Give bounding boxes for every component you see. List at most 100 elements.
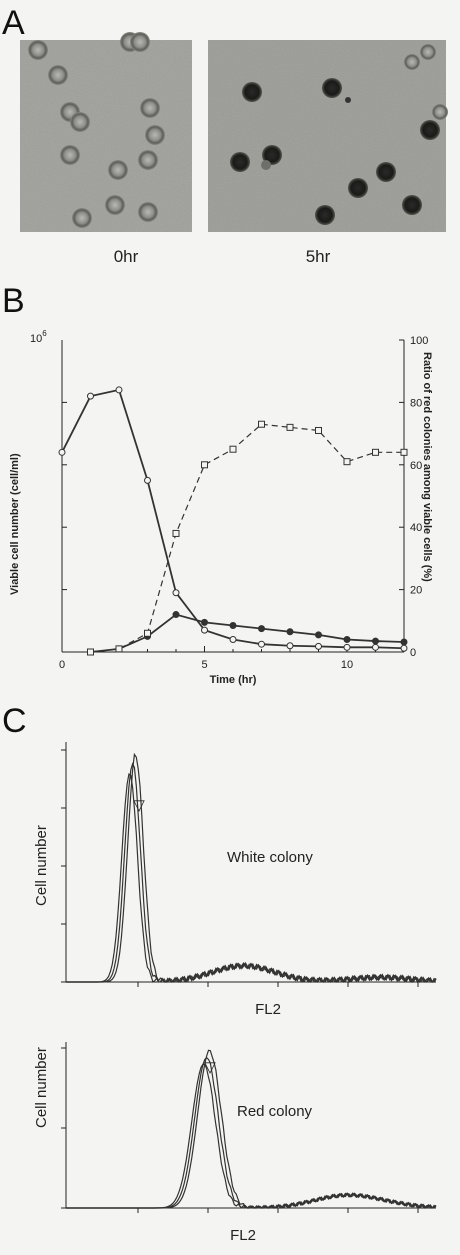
hist-white-x-label: FL2 bbox=[255, 1001, 281, 1018]
cell bbox=[60, 145, 80, 165]
data-point bbox=[201, 461, 208, 469]
cell bbox=[145, 125, 165, 145]
x-tick-label: 0 bbox=[59, 659, 65, 671]
y-right-tick-label: 20 bbox=[410, 585, 422, 597]
cell bbox=[130, 32, 150, 52]
series-line-0 bbox=[61, 388, 405, 650]
cell bbox=[262, 145, 282, 165]
cell bbox=[376, 162, 396, 182]
data-point bbox=[201, 618, 208, 626]
y-right-axis-label: Ratio of red colonies among viable cells… bbox=[421, 352, 433, 582]
data-point bbox=[258, 420, 265, 428]
hist-red-x-label: FL2 bbox=[230, 1227, 256, 1244]
data-point bbox=[315, 631, 322, 639]
data-point bbox=[87, 648, 94, 656]
hist-white-peak-marker: ▽ bbox=[133, 797, 145, 814]
hist-white-annotation: White colony bbox=[227, 849, 313, 866]
y-right-tick-label: 0 bbox=[410, 647, 416, 659]
histogram-curve bbox=[66, 1056, 437, 1209]
histogram-curve bbox=[66, 1063, 437, 1209]
data-point bbox=[286, 628, 294, 636]
data-point bbox=[400, 638, 408, 646]
y-right-tick-label: 100 bbox=[410, 335, 428, 347]
hist-red-y-label: Cell number bbox=[33, 1047, 50, 1128]
cell bbox=[108, 160, 128, 180]
panel-letter-b: B bbox=[2, 282, 25, 320]
histogram-curve bbox=[66, 762, 437, 984]
histogram-curve bbox=[66, 752, 437, 984]
cell bbox=[420, 120, 440, 140]
data-point bbox=[229, 636, 237, 644]
data-point bbox=[172, 529, 180, 537]
data-point bbox=[229, 445, 237, 453]
cell bbox=[315, 205, 335, 225]
data-point bbox=[229, 621, 237, 629]
data-point bbox=[400, 448, 408, 456]
histogram-red: Cell number FL2 Red colony ▽ bbox=[33, 1042, 437, 1244]
cell bbox=[402, 195, 422, 215]
x-axis-label: Time (hr) bbox=[210, 674, 257, 686]
histogram-curve bbox=[66, 1049, 437, 1209]
cell bbox=[242, 82, 262, 102]
histogram-curve bbox=[66, 773, 437, 983]
data-point bbox=[144, 476, 151, 484]
data-point bbox=[58, 448, 66, 456]
data-point bbox=[144, 629, 151, 637]
data-point bbox=[258, 640, 265, 648]
micrograph-5hr bbox=[208, 40, 448, 232]
data-point bbox=[286, 423, 294, 431]
data-point bbox=[315, 426, 322, 434]
data-point bbox=[343, 643, 351, 651]
data-point bbox=[343, 458, 351, 466]
caption-0hr: 0hr bbox=[114, 247, 139, 266]
series-line-1 bbox=[90, 613, 405, 653]
data-point bbox=[172, 589, 180, 597]
cell bbox=[420, 44, 436, 60]
data-point bbox=[372, 448, 379, 456]
data-point bbox=[172, 611, 180, 619]
caption-5hr: 5hr bbox=[306, 247, 331, 266]
data-point bbox=[372, 643, 379, 651]
cell bbox=[404, 54, 420, 70]
cell bbox=[348, 178, 368, 198]
cell bbox=[28, 40, 48, 60]
x-tick-label: 10 bbox=[341, 659, 353, 671]
cell bbox=[432, 104, 448, 120]
cell bbox=[48, 65, 68, 85]
y-left-top-label: 106 bbox=[30, 329, 47, 345]
micrograph-0hr bbox=[20, 32, 192, 232]
data-point bbox=[258, 625, 265, 633]
cell bbox=[105, 195, 125, 215]
cell bbox=[70, 112, 90, 132]
hist-red-peak-marker: ▽ bbox=[204, 1059, 216, 1076]
panel-letter-a: A bbox=[2, 4, 25, 42]
data-point bbox=[115, 386, 123, 394]
cell bbox=[138, 150, 158, 170]
data-point bbox=[87, 392, 94, 400]
cell bbox=[230, 152, 250, 172]
data-point bbox=[372, 637, 379, 645]
hist-red-annotation: Red colony bbox=[237, 1103, 313, 1120]
panel-letter-c: C bbox=[2, 702, 27, 740]
cell bbox=[72, 208, 92, 228]
data-point bbox=[315, 642, 322, 650]
debris bbox=[345, 97, 351, 103]
data-point bbox=[286, 642, 294, 650]
histogram-white: Cell number FL2 White colony ▽ bbox=[33, 742, 437, 1018]
debris bbox=[261, 160, 271, 170]
y-right-tick-label: 40 bbox=[410, 522, 422, 534]
cell bbox=[322, 78, 342, 98]
cell bbox=[140, 98, 160, 118]
y-right-tick-label: 60 bbox=[410, 460, 422, 472]
x-tick-label: 5 bbox=[201, 659, 207, 671]
data-point bbox=[400, 644, 408, 652]
cell bbox=[138, 202, 158, 222]
hist-white-y-label: Cell number bbox=[33, 825, 50, 906]
series-line-2 bbox=[90, 423, 404, 653]
data-point bbox=[343, 636, 351, 644]
data-point bbox=[115, 645, 123, 653]
data-point bbox=[201, 626, 208, 634]
y-right-tick-label: 80 bbox=[410, 397, 422, 409]
